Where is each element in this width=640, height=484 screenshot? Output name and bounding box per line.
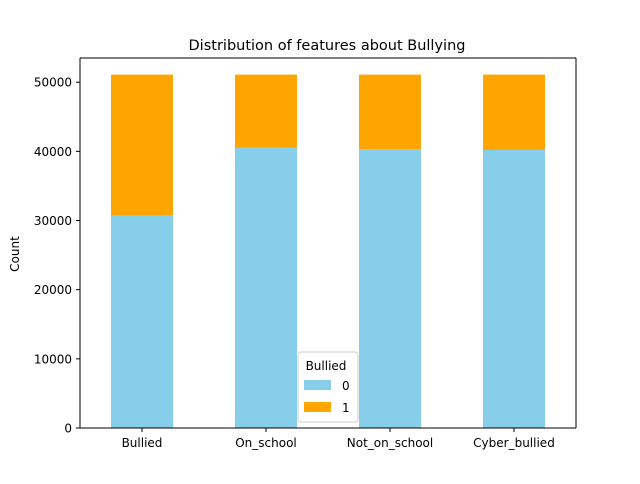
y-tick-label: 50000: [34, 76, 72, 90]
bar-cyber-bullied-series-1: [483, 74, 545, 150]
bar-not-on-school-series-1: [359, 74, 421, 150]
y-tick-label: 40000: [34, 145, 72, 159]
x-tick-label: Not_on_school: [347, 436, 433, 450]
x-tick-label: On_school: [235, 436, 297, 450]
legend-label-1: 1: [342, 401, 350, 415]
bar-on-school-series-0: [235, 147, 297, 428]
ticks-layer: 0 10000 20000 30000 40000 50000 Bullied On_scho…: [34, 76, 555, 450]
legend-swatch-1: [304, 402, 331, 412]
legend-swatch-0: [304, 380, 331, 390]
y-tick-label: 20000: [34, 283, 72, 297]
axes-layer: [79, 57, 577, 429]
y-axis-label: Count: [8, 236, 22, 272]
y-tick-label: 10000: [34, 352, 72, 366]
x-tick-label: Cyber_bullied: [473, 436, 555, 450]
bar-on-school-series-1: [235, 74, 297, 148]
bar-bullied-series-1: [111, 74, 173, 215]
bar-bullied-series-0: [111, 214, 173, 428]
legend-label-0: 0: [342, 379, 350, 393]
bar-cyber-bullied-series-0: [483, 149, 545, 429]
chart-title: Distribution of features about Bullying: [189, 38, 466, 54]
bars-layer: [111, 74, 545, 429]
legend-title: Bullied: [306, 359, 347, 373]
legend: Bullied 0 1: [297, 351, 359, 423]
y-tick-label: 30000: [34, 214, 72, 228]
bar-not-on-school-series-0: [359, 149, 421, 429]
y-tick-label: 0: [64, 422, 72, 436]
x-tick-label: Bullied: [122, 436, 163, 450]
